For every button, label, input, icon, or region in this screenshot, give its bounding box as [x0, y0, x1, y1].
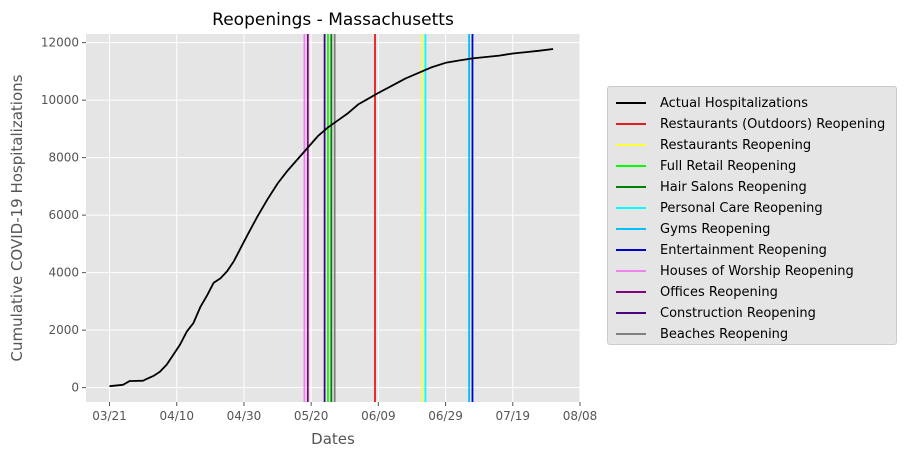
- legend-swatch: [616, 249, 646, 251]
- y-axis-label: Cumulative COVID-19 Hospitalizations: [8, 74, 26, 361]
- legend-item: Personal Care Reopening: [616, 198, 823, 218]
- legend-label: Construction Reopening: [660, 305, 816, 321]
- y-tick-label: 8000: [48, 151, 79, 165]
- legend-swatch: [616, 165, 646, 167]
- legend-label: Offices Reopening: [660, 284, 778, 300]
- legend-label: Entertainment Reopening: [660, 242, 827, 258]
- x-tick-label: 06/09: [361, 409, 396, 423]
- legend-label: Restaurants (Outdoors) Reopening: [660, 116, 886, 132]
- legend-item: Hair Salons Reopening: [616, 177, 807, 197]
- legend-swatch: [616, 102, 646, 104]
- y-tick-label: 12000: [41, 36, 79, 50]
- y-tick-label: 10000: [41, 93, 79, 107]
- x-tick-label: 05/20: [294, 409, 329, 423]
- legend-item: Restaurants Reopening: [616, 135, 811, 155]
- legend-swatch: [616, 144, 646, 146]
- legend-item: Offices Reopening: [616, 282, 778, 302]
- plot-area: [86, 34, 580, 402]
- y-tick-label: 0: [71, 381, 79, 395]
- legend-swatch: [616, 333, 646, 335]
- legend-swatch: [616, 228, 646, 230]
- series-line: [109, 48, 554, 388]
- legend-item: Actual Hospitalizations: [616, 93, 808, 113]
- legend-label: Restaurants Reopening: [660, 137, 812, 153]
- legend-label: Hair Salons Reopening: [660, 179, 807, 195]
- legend-swatch: [616, 291, 646, 293]
- legend-item: Full Retail Reopening: [616, 156, 796, 176]
- legend-swatch: [616, 123, 646, 125]
- legend-item: Construction Reopening: [616, 303, 816, 323]
- legend-item: Beaches Reopening: [616, 324, 788, 344]
- y-tick-label: 2000: [48, 323, 79, 337]
- legend-label: Full Retail Reopening: [660, 158, 797, 174]
- x-tick-label: 04/10: [159, 409, 194, 423]
- legend-label: Actual Hospitalizations: [660, 95, 808, 111]
- legend-item: Gyms Reopening: [616, 219, 770, 239]
- legend-label: Beaches Reopening: [660, 326, 789, 342]
- x-tick-label: 07/19: [495, 409, 530, 423]
- legend: Actual Hospitalizations Restaurants (Out…: [607, 86, 897, 345]
- x-axis-label: Dates: [311, 430, 355, 448]
- y-axis: 0 2000 4000 6000 8000 10000 12000: [41, 36, 86, 395]
- legend-item: Entertainment Reopening: [616, 240, 827, 260]
- legend-swatch: [616, 312, 646, 314]
- x-tick-label: 03/21: [92, 409, 127, 423]
- legend-item: Restaurants (Outdoors) Reopening: [616, 114, 885, 134]
- x-axis: 03/21 04/10 04/30 05/20 06/09 06/29 07/19 08/08: [92, 402, 597, 423]
- legend-swatch: [616, 207, 646, 209]
- grid: [86, 34, 581, 402]
- x-tick-label: 06/29: [428, 409, 463, 423]
- legend-label: Houses of Worship Reopening: [660, 263, 854, 279]
- legend-label: Personal Care Reopening: [660, 200, 823, 216]
- legend-item: Houses of Worship Reopening: [616, 261, 854, 281]
- y-tick-label: 6000: [48, 208, 79, 222]
- legend-swatch: [616, 270, 646, 272]
- legend-label: Gyms Reopening: [660, 221, 771, 237]
- legend-swatch: [616, 186, 646, 188]
- chart-title: Reopenings - Massachusetts: [212, 10, 454, 30]
- x-tick-label: 08/08: [563, 409, 598, 423]
- series-layer: [109, 48, 554, 388]
- y-tick-label: 4000: [48, 266, 79, 280]
- x-tick-label: 04/30: [227, 409, 262, 423]
